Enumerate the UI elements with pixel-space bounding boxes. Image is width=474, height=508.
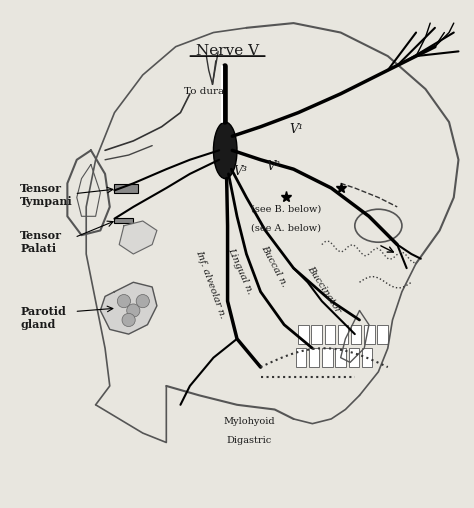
Text: Mylohyoid: Mylohyoid bbox=[223, 417, 274, 426]
Text: To dura: To dura bbox=[184, 87, 224, 96]
Text: Digastric: Digastric bbox=[226, 436, 272, 444]
Text: V³: V³ bbox=[234, 165, 248, 178]
Bar bbox=[298, 325, 309, 343]
Bar bbox=[362, 348, 372, 367]
Bar bbox=[322, 348, 333, 367]
Polygon shape bbox=[119, 221, 157, 254]
Bar bbox=[349, 348, 359, 367]
Bar bbox=[364, 325, 374, 343]
Text: Buccal n.: Buccal n. bbox=[259, 243, 289, 288]
Bar bbox=[336, 348, 346, 367]
Text: Tensor
Palati: Tensor Palati bbox=[20, 230, 62, 254]
Text: Buccinator: Buccinator bbox=[306, 264, 343, 314]
Circle shape bbox=[117, 295, 130, 308]
Bar bbox=[377, 325, 388, 343]
Bar bbox=[296, 348, 306, 367]
Text: Inf. alveolar n.: Inf. alveolar n. bbox=[194, 249, 228, 320]
Circle shape bbox=[127, 304, 140, 317]
Bar bbox=[115, 218, 133, 224]
Bar bbox=[311, 325, 322, 343]
Text: Parotid
gland: Parotid gland bbox=[20, 306, 66, 330]
Ellipse shape bbox=[213, 122, 237, 179]
Text: V¹: V¹ bbox=[289, 122, 303, 136]
Text: (see B. below): (see B. below) bbox=[251, 205, 321, 214]
Text: V²: V² bbox=[267, 161, 281, 173]
Circle shape bbox=[122, 313, 135, 327]
Bar bbox=[309, 348, 319, 367]
Bar bbox=[338, 325, 348, 343]
Bar bbox=[351, 325, 361, 343]
Text: Nerve V: Nerve V bbox=[196, 44, 259, 58]
Polygon shape bbox=[100, 282, 157, 334]
Bar bbox=[325, 325, 335, 343]
Bar bbox=[115, 184, 138, 193]
Circle shape bbox=[136, 295, 149, 308]
Text: (see A. below): (see A. below) bbox=[252, 224, 321, 233]
Text: Lingual n.: Lingual n. bbox=[227, 246, 255, 295]
Text: Tensor
Tympani: Tensor Tympani bbox=[20, 183, 73, 207]
